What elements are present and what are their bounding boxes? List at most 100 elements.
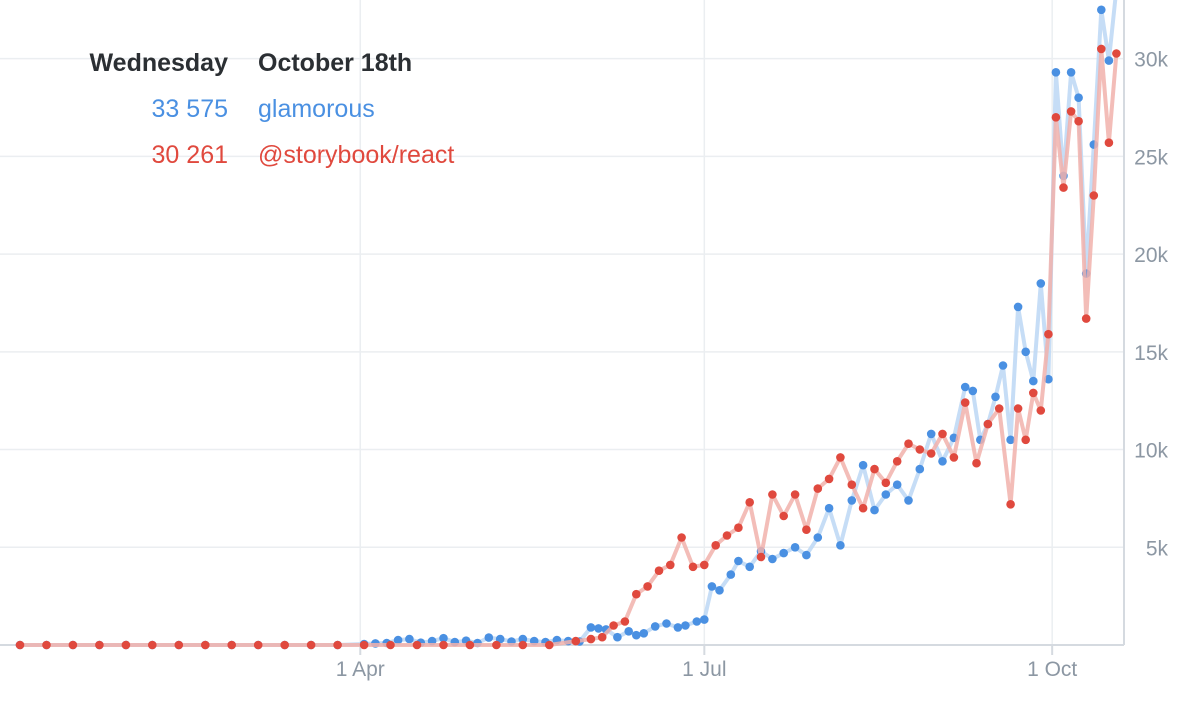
data-point-storybook-react-73 [1112, 49, 1121, 58]
data-point-storybook-react-9 [253, 640, 263, 650]
data-point-glamorous-80 [1044, 374, 1053, 384]
data-point-glamorous-41 [662, 619, 671, 628]
data-point-glamorous-73 [991, 392, 1000, 402]
data-point-storybook-react-42 [813, 484, 823, 493]
data-point-storybook-react-43 [824, 474, 834, 484]
data-point-storybook-react-54 [949, 453, 959, 462]
data-point-glamorous-24 [484, 633, 494, 642]
data-point-glamorous-81 [1051, 68, 1061, 77]
data-point-storybook-react-66 [1059, 183, 1068, 192]
data-point-glamorous-34 [594, 624, 603, 633]
data-point-storybook-react-28 [654, 566, 664, 575]
data-point-glamorous-79 [1036, 279, 1046, 288]
data-point-glamorous-83 [1066, 68, 1076, 77]
tooltip-date: October 18th [258, 49, 413, 77]
data-point-storybook-react-50 [904, 439, 913, 449]
data-point-glamorous-88 [1104, 56, 1114, 65]
data-point-storybook-react-18 [492, 640, 501, 650]
data-point-storybook-react-19 [518, 640, 528, 650]
data-point-storybook-react-61 [1021, 435, 1030, 445]
data-point-glamorous-37 [624, 627, 633, 636]
data-point-storybook-react-72 [1104, 138, 1114, 147]
data-point-glamorous-58 [836, 541, 845, 550]
data-point-storybook-react-25 [620, 617, 630, 626]
x-tick-label-1-Jul: 1 Jul [682, 658, 726, 681]
tooltip-label-glamorous: glamorous [258, 95, 375, 123]
tooltip-legend: Wednesday October 18th 33 575 glamorous … [0, 40, 455, 178]
data-point-storybook-react-17 [465, 640, 475, 650]
data-point-storybook-react-5 [148, 640, 157, 650]
data-point-storybook-react-4 [121, 640, 131, 650]
data-point-glamorous-74 [998, 361, 1008, 370]
data-point-glamorous-78 [1029, 376, 1038, 386]
series-storybook-react [15, 44, 1121, 650]
data-point-storybook-react-13 [359, 640, 369, 650]
y-tick-label-5k: 5k [1146, 537, 1169, 560]
data-point-storybook-react-35 [734, 523, 743, 532]
data-point-storybook-react-34 [722, 531, 732, 540]
data-point-glamorous-52 [768, 554, 777, 564]
data-point-storybook-react-69 [1081, 314, 1091, 323]
data-point-storybook-react-45 [847, 480, 857, 490]
data-point-glamorous-27 [518, 634, 528, 644]
data-point-storybook-react-6 [174, 640, 184, 650]
data-point-glamorous-16 [393, 635, 403, 645]
tooltip-day: Wednesday [89, 49, 228, 77]
x-tick-label-1-Oct: 1 Oct [1027, 658, 1077, 681]
data-point-glamorous-48 [726, 570, 736, 579]
data-point-storybook-react-47 [870, 464, 879, 474]
y-tick-label-30k: 30k [1134, 49, 1168, 72]
data-point-storybook-react-26 [632, 589, 641, 599]
x-tick-label-1-Apr: 1 Apr [336, 658, 385, 681]
data-point-storybook-react-1 [42, 640, 51, 650]
data-point-storybook-react-49 [892, 457, 902, 466]
data-point-storybook-react-44 [836, 453, 845, 462]
series-line-storybook-react [20, 46, 1119, 647]
data-point-glamorous-66 [926, 429, 936, 439]
data-point-storybook-react-51 [915, 445, 925, 454]
data-point-glamorous-20 [439, 633, 448, 643]
data-point-storybook-react-37 [756, 552, 766, 562]
data-point-storybook-react-67 [1066, 107, 1076, 116]
data-point-storybook-react-2 [68, 640, 78, 650]
data-point-storybook-react-38 [768, 490, 777, 499]
data-point-storybook-react-53 [938, 429, 947, 439]
data-point-glamorous-49 [734, 556, 743, 566]
data-point-storybook-react-41 [802, 525, 811, 534]
data-point-storybook-react-59 [1006, 500, 1015, 509]
tick-labels: 5k 10k 15k 20k 25k 30k 1 Apr 1 Jul 1 Oct [336, 49, 1169, 681]
data-point-storybook-react-32 [700, 560, 709, 570]
data-point-glamorous-47 [715, 586, 724, 595]
data-point-glamorous-46 [707, 582, 717, 591]
data-point-glamorous-75 [1006, 435, 1015, 445]
data-point-glamorous-56 [813, 533, 823, 542]
data-point-glamorous-67 [938, 457, 947, 466]
data-point-storybook-react-15 [412, 640, 422, 650]
tooltip-entry-glamorous: 33 575 glamorous [0, 86, 454, 132]
y-tick-label-15k: 15k [1134, 342, 1168, 365]
data-point-storybook-react-64 [1044, 329, 1053, 339]
data-point-storybook-react-23 [597, 632, 607, 642]
data-point-storybook-react-70 [1089, 191, 1099, 200]
data-point-storybook-react-12 [333, 640, 342, 650]
data-point-glamorous-61 [870, 505, 879, 515]
data-point-glamorous-53 [779, 548, 788, 558]
data-point-glamorous-62 [881, 490, 891, 499]
tooltip-value-storybook: 30 261 [151, 141, 228, 169]
data-point-storybook-react-22 [586, 634, 596, 644]
data-point-glamorous-87 [1097, 5, 1106, 15]
data-point-storybook-react-10 [280, 640, 290, 650]
data-point-glamorous-54 [790, 543, 800, 552]
data-point-storybook-react-71 [1097, 44, 1106, 54]
tooltip-entry-storybook: 30 261 @storybook/react [0, 132, 455, 178]
data-point-glamorous-38 [632, 630, 641, 640]
data-point-storybook-react-3 [95, 640, 104, 650]
data-point-storybook-react-56 [972, 458, 981, 468]
data-point-storybook-react-40 [790, 490, 800, 499]
data-point-storybook-react-57 [983, 419, 993, 429]
data-point-storybook-react-55 [960, 398, 970, 407]
data-point-storybook-react-68 [1074, 116, 1083, 126]
data-point-glamorous-76 [1013, 302, 1023, 312]
data-point-storybook-react-36 [745, 498, 754, 507]
